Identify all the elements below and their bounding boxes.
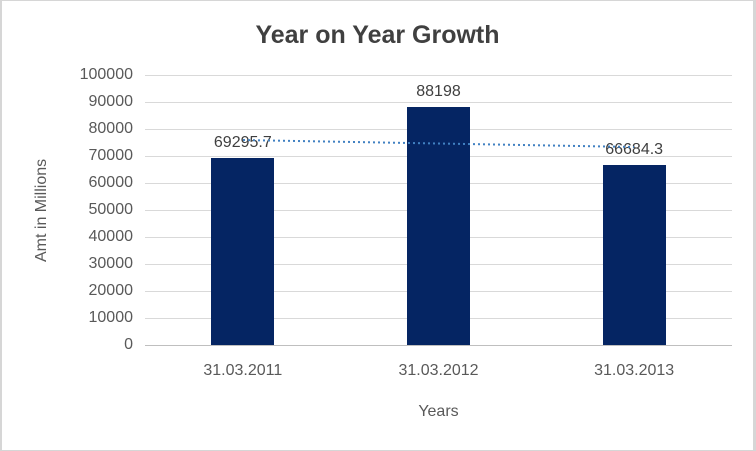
bar-value-label: 88198: [416, 82, 461, 100]
x-tick-label: 31.03.2012: [398, 362, 479, 379]
gridline: [145, 75, 732, 76]
y-tick-label: 60000: [88, 174, 134, 191]
y-tick-label: 80000: [88, 120, 134, 137]
gridline: [145, 102, 732, 103]
chart-title: Year on Year Growth: [255, 21, 500, 49]
bar-31.03.2011: [211, 157, 275, 345]
x-tick-label: 31.03.2013: [594, 362, 675, 379]
plot-area: 69295.7 88198 66684.3: [145, 75, 732, 346]
bar-31.03.2012: [407, 106, 470, 345]
y-tick-label: 10000: [88, 309, 134, 326]
bar-value-label: 69295.7: [213, 133, 272, 151]
bar-value-label: 66684.3: [605, 140, 664, 158]
y-tick-label: 0: [124, 336, 133, 353]
bar-31.03.2013: [602, 164, 666, 345]
y-tick-label: 90000: [88, 93, 134, 110]
y-tick-label: 70000: [88, 147, 134, 164]
y-tick-label: 40000: [88, 228, 134, 245]
x-axis-line: [145, 345, 732, 346]
y-tick-label: 100000: [79, 66, 133, 83]
y-tick-label: 30000: [88, 255, 134, 272]
x-tick-label: 31.03.2011: [203, 362, 283, 379]
x-axis-title: Years: [418, 403, 459, 420]
y-axis-title: Amt in Millions: [33, 158, 50, 262]
y-tick-label: 20000: [88, 282, 134, 299]
y-tick-label: 50000: [88, 201, 134, 218]
